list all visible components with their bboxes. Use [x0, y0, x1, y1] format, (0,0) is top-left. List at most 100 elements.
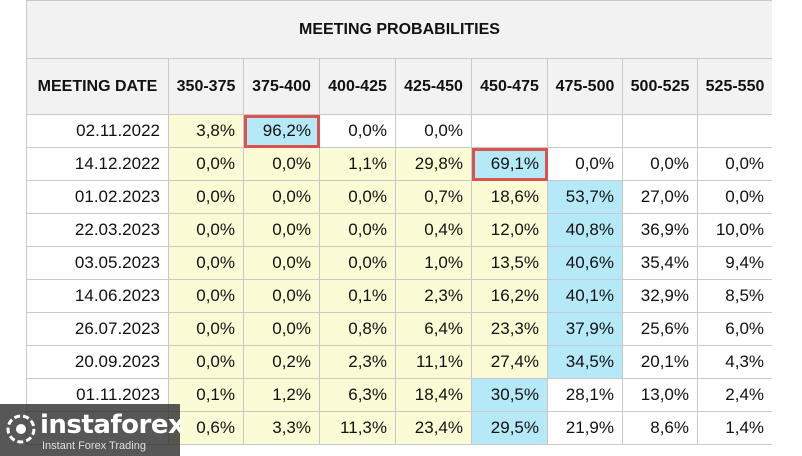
probability-cell: 0,7% — [395, 180, 472, 214]
meeting-probabilities-table: MEETING PROBABILITIES MEETING DATE 350-3… — [26, 0, 772, 445]
probability-cell: 35,4% — [622, 246, 698, 280]
table-row: 14.12.2022 0,0% 0,0% 1,1% 29,8% 69,1% 0,… — [26, 147, 772, 181]
column-header: 375-400 — [243, 58, 320, 115]
table-row: 03.05.2023 0,0% 0,0% 0,0% 1,0% 13,5% 40,… — [26, 246, 772, 280]
probability-cell: 18,4% — [395, 378, 472, 412]
highlighted-probability-cell: 69,1% — [471, 147, 548, 181]
probability-cell: 0,0% — [547, 147, 623, 181]
probability-cell: 8,6% — [622, 411, 698, 445]
probability-cell: 0,0% — [243, 312, 320, 346]
probability-cell: 0,0% — [243, 147, 320, 181]
column-header: 525-550 — [696, 58, 772, 115]
probability-cell: 0,0% — [168, 279, 244, 313]
probability-cell: 1,0% — [395, 246, 472, 280]
instaforex-logo-icon — [6, 414, 36, 444]
probability-cell: 13,5% — [471, 246, 548, 280]
probability-cell: 1,2% — [243, 378, 320, 412]
probability-cell: 28,1% — [547, 378, 623, 412]
probability-cell: 10,0% — [696, 213, 772, 247]
probability-cell: 0,0% — [243, 279, 320, 313]
probability-cell: 3,3% — [243, 411, 320, 445]
probability-cell: 0,0% — [319, 246, 396, 280]
probability-cell: 32,9% — [622, 279, 698, 313]
probability-cell: 3,8% — [168, 114, 244, 148]
probability-cell: 16,2% — [471, 279, 548, 313]
meeting-date-cell: 14.12.2022 — [26, 147, 169, 181]
column-header: 500-525 — [622, 58, 698, 115]
probability-cell: 23,4% — [395, 411, 472, 445]
probability-cell: 23,3% — [471, 312, 548, 346]
probability-cell: 0,0% — [622, 147, 698, 181]
probability-cell: 37,9% — [547, 312, 623, 346]
probability-cell: 0,0% — [243, 213, 320, 247]
probability-cell: 6,0% — [696, 312, 772, 346]
probability-cell: 0,0% — [395, 114, 472, 148]
probability-cell: 0,0% — [168, 213, 244, 247]
probability-cell: 29,8% — [395, 147, 472, 181]
watermark-tagline: Instant Forex Trading — [42, 440, 146, 452]
probability-cell: 0,1% — [319, 279, 396, 313]
probability-cell: 20,1% — [622, 345, 698, 379]
probability-cell: 27,4% — [471, 345, 548, 379]
probability-cell: 1,1% — [319, 147, 396, 181]
probability-cell: 8,5% — [696, 279, 772, 313]
table-row: 20.09.2023 0,0% 0,2% 2,3% 11,1% 27,4% 34… — [26, 345, 772, 379]
probability-table-frame: MEETING PROBABILITIES MEETING DATE 350-3… — [26, 0, 772, 456]
probability-cell: 53,7% — [547, 180, 623, 214]
meeting-date-cell: 03.05.2023 — [26, 246, 169, 280]
probability-cell: 4,3% — [696, 345, 772, 379]
probability-cell: 0,0% — [319, 180, 396, 214]
probability-cell: 0,0% — [168, 345, 244, 379]
meeting-date-cell: 02.11.2022 — [26, 114, 169, 148]
table-title: MEETING PROBABILITIES — [26, 0, 772, 59]
table-row: 01.02.2023 0,0% 0,0% 0,0% 0,7% 18,6% 53,… — [26, 180, 772, 214]
table-row: 14.06.2023 0,0% 0,0% 0,1% 2,3% 16,2% 40,… — [26, 279, 772, 313]
probability-cell: 12,0% — [471, 213, 548, 247]
probability-cell: 0,0% — [168, 312, 244, 346]
column-header: 400-425 — [319, 58, 396, 115]
column-header: 350-375 — [168, 58, 244, 115]
probability-cell: 0,0% — [696, 147, 772, 181]
probability-cell: 36,9% — [622, 213, 698, 247]
probability-cell — [471, 114, 548, 148]
probability-cell: 40,6% — [547, 246, 623, 280]
probability-cell — [622, 114, 698, 148]
probability-cell: 25,6% — [622, 312, 698, 346]
probability-cell: 11,1% — [395, 345, 472, 379]
probability-cell: 0,0% — [243, 180, 320, 214]
probability-cell: 27,0% — [622, 180, 698, 214]
meeting-date-cell: 22.03.2023 — [26, 213, 169, 247]
probability-cell: 29,5% — [471, 411, 548, 445]
probability-cell — [696, 114, 772, 148]
probability-cell: 6,3% — [319, 378, 396, 412]
column-header: 450-475 — [471, 58, 548, 115]
probability-cell: 2,3% — [395, 279, 472, 313]
probability-cell: 2,4% — [696, 378, 772, 412]
probability-cell: 13,0% — [622, 378, 698, 412]
table-row: 02.11.2022 3,8% 96,2% 0,0% 0,0% — [26, 114, 772, 148]
probability-cell: 18,6% — [471, 180, 548, 214]
highlighted-probability-cell: 96,2% — [243, 114, 320, 148]
table-row: 22.03.2023 0,0% 0,0% 0,0% 0,4% 12,0% 40,… — [26, 213, 772, 247]
probability-cell: 0,6% — [168, 411, 244, 445]
probability-cell — [547, 114, 623, 148]
probability-cell: 21,9% — [547, 411, 623, 445]
meeting-date-cell: 14.06.2023 — [26, 279, 169, 313]
probability-cell: 0,0% — [696, 180, 772, 214]
probability-cell: 40,8% — [547, 213, 623, 247]
probability-cell: 0,0% — [319, 213, 396, 247]
column-header: 475-500 — [547, 58, 623, 115]
column-header: 425-450 — [395, 58, 472, 115]
probability-cell: 0,0% — [319, 114, 396, 148]
probability-cell: 0,8% — [319, 312, 396, 346]
meeting-date-cell: 20.09.2023 — [26, 345, 169, 379]
probability-cell: 0,0% — [168, 180, 244, 214]
probability-cell: 1,4% — [696, 411, 772, 445]
probability-cell: 0,4% — [395, 213, 472, 247]
probability-cell: 0,0% — [168, 147, 244, 181]
probability-cell: 40,1% — [547, 279, 623, 313]
probability-cell: 6,4% — [395, 312, 472, 346]
probability-cell: 34,5% — [547, 345, 623, 379]
meeting-date-cell: 26.07.2023 — [26, 312, 169, 346]
column-header-meeting-date: MEETING DATE — [26, 58, 169, 115]
